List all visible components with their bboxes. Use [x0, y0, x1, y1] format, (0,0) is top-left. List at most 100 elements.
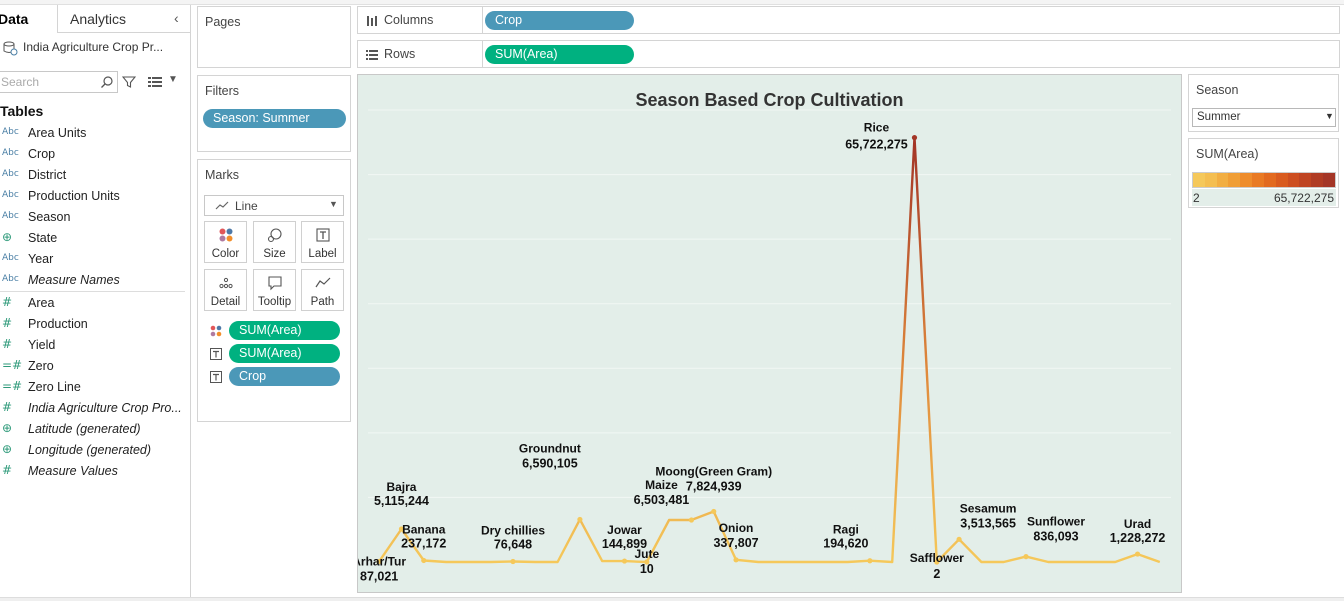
- data-point[interactable]: [956, 536, 962, 542]
- data-point[interactable]: [1134, 551, 1141, 557]
- color-ramp: [1192, 172, 1336, 188]
- rows-shelf[interactable]: Rows SUM(Area): [357, 40, 1340, 68]
- field-name: Yield: [28, 338, 56, 352]
- tab-data[interactable]: Data: [0, 5, 58, 33]
- data-source[interactable]: India Agriculture Crop Pr...: [0, 38, 190, 60]
- data-label-value: 3,513,565: [960, 516, 1016, 530]
- field-item[interactable]: Abc Season: [0, 207, 190, 228]
- size-button[interactable]: Size: [253, 221, 296, 263]
- field-item[interactable]: # India Agriculture Crop Pro...: [0, 398, 190, 419]
- marks-title: Marks: [205, 168, 240, 182]
- data-point[interactable]: [510, 558, 516, 565]
- field-item[interactable]: Abc Year: [0, 249, 190, 270]
- text-label-icon: [316, 228, 330, 242]
- data-label-value: 5,115,244: [374, 494, 429, 508]
- data-label-crop: Ragi: [833, 523, 859, 537]
- ramp-swatch: [1263, 173, 1276, 187]
- data-point[interactable]: [688, 517, 695, 523]
- rows-pill-sum-area[interactable]: SUM(Area): [485, 45, 634, 64]
- string-type-icon: Abc: [2, 211, 19, 221]
- field-item[interactable]: =# Zero: [0, 356, 190, 377]
- data-point[interactable]: [934, 559, 940, 565]
- season-filter-card: Season Summer ▼: [1188, 74, 1339, 132]
- data-point[interactable]: [421, 557, 427, 564]
- shelf-divider: [482, 41, 483, 67]
- field-item[interactable]: ⊕ Latitude (generated): [0, 419, 190, 440]
- tooltip-button-label: Tooltip: [257, 296, 292, 308]
- field-item[interactable]: # Yield: [0, 335, 190, 356]
- field-item[interactable]: # Production: [0, 314, 190, 335]
- string-type-icon: Abc: [2, 253, 19, 263]
- data-label-crop: Urad: [1124, 517, 1151, 531]
- field-item[interactable]: Abc Measure Names: [0, 270, 190, 291]
- number-type-icon: #: [2, 337, 13, 351]
- data-pane: Data Analytics ‹ India Agriculture Crop …: [0, 5, 191, 601]
- columns-pill-crop[interactable]: Crop: [485, 11, 634, 30]
- data-label-value: 144,899: [602, 537, 647, 551]
- view-caret-icon[interactable]: ▼: [168, 74, 178, 85]
- data-label-crop: Jowar: [607, 523, 642, 537]
- data-point[interactable]: [398, 526, 405, 532]
- color-legend-title: SUM(Area): [1196, 147, 1259, 161]
- filter-pill-season[interactable]: Season: Summer: [203, 109, 346, 128]
- tooltip-button[interactable]: Tooltip: [253, 269, 296, 311]
- field-item[interactable]: Abc Crop: [0, 144, 190, 165]
- pages-card[interactable]: Pages: [197, 6, 351, 68]
- label-button[interactable]: Label: [301, 221, 344, 263]
- filter-icon[interactable]: [122, 75, 136, 89]
- data-label-crop: Moong(Green Gram): [655, 464, 772, 478]
- data-point[interactable]: [621, 558, 628, 564]
- search-input[interactable]: [0, 71, 118, 93]
- data-point[interactable]: [911, 135, 918, 141]
- data-point[interactable]: [1023, 554, 1029, 560]
- detail-button[interactable]: Detail: [204, 269, 247, 311]
- data-label-crop: Rice: [864, 121, 890, 135]
- path-button[interactable]: Path: [301, 269, 344, 311]
- chart-title: Season Based Crop Cultivation: [635, 90, 904, 110]
- color-legend-card[interactable]: SUM(Area) 2 65,722,275: [1188, 138, 1339, 208]
- columns-icon: [367, 16, 377, 26]
- columns-shelf[interactable]: Columns Crop: [357, 6, 1340, 34]
- field-item[interactable]: Abc District: [0, 165, 190, 186]
- data-label-value: 337,807: [713, 536, 758, 550]
- field-item[interactable]: Abc Production Units: [0, 186, 190, 207]
- data-label-value: 836,093: [1033, 530, 1078, 544]
- tab-analytics[interactable]: Analytics: [70, 11, 127, 27]
- field-item[interactable]: ⊕ Longitude (generated): [0, 440, 190, 461]
- field-item[interactable]: # Area: [0, 293, 190, 314]
- field-item[interactable]: ⊕ State: [0, 228, 190, 249]
- data-point[interactable]: [733, 557, 739, 563]
- collapse-pane-icon[interactable]: ‹: [174, 10, 179, 26]
- data-label-value: 194,620: [823, 537, 868, 551]
- number-type-icon: #: [2, 316, 13, 330]
- field-name: Production: [28, 317, 88, 331]
- field-item[interactable]: Abc Area Units: [0, 123, 190, 144]
- filters-card[interactable]: Filters Season: Summer: [197, 75, 351, 152]
- number-type-icon: #: [2, 463, 13, 477]
- field-name: Zero: [28, 359, 54, 373]
- data-point[interactable]: [711, 508, 717, 515]
- chart-view[interactable]: Season Based Crop Cultivation Arhar/Tur8…: [357, 74, 1182, 593]
- color-button[interactable]: Color: [204, 221, 247, 263]
- pill-label-crop[interactable]: Crop: [229, 367, 340, 386]
- data-label-crop: Bajra: [386, 480, 416, 494]
- pill-color-sum-area[interactable]: SUM(Area): [229, 321, 340, 340]
- season-dropdown[interactable]: Summer ▼: [1192, 108, 1336, 127]
- series-line-path[interactable]: [378, 136, 1161, 564]
- data-point[interactable]: [577, 516, 583, 523]
- field-item[interactable]: =# Zero Line: [0, 377, 190, 398]
- data-label-crop: Jute: [634, 547, 659, 561]
- list-view-icon[interactable]: [148, 76, 162, 88]
- data-point[interactable]: [376, 558, 382, 565]
- chevron-down-icon: ▼: [1325, 111, 1334, 121]
- chevron-down-icon: ▼: [329, 199, 338, 209]
- color-dots-icon: [210, 325, 222, 337]
- data-point[interactable]: [644, 559, 650, 565]
- search-icon[interactable]: [100, 75, 114, 89]
- data-point[interactable]: [867, 558, 873, 564]
- mark-type-dropdown[interactable]: Line ▼: [204, 195, 344, 216]
- field-item[interactable]: # Measure Values: [0, 461, 190, 482]
- pill-label-sum-area[interactable]: SUM(Area): [229, 344, 340, 363]
